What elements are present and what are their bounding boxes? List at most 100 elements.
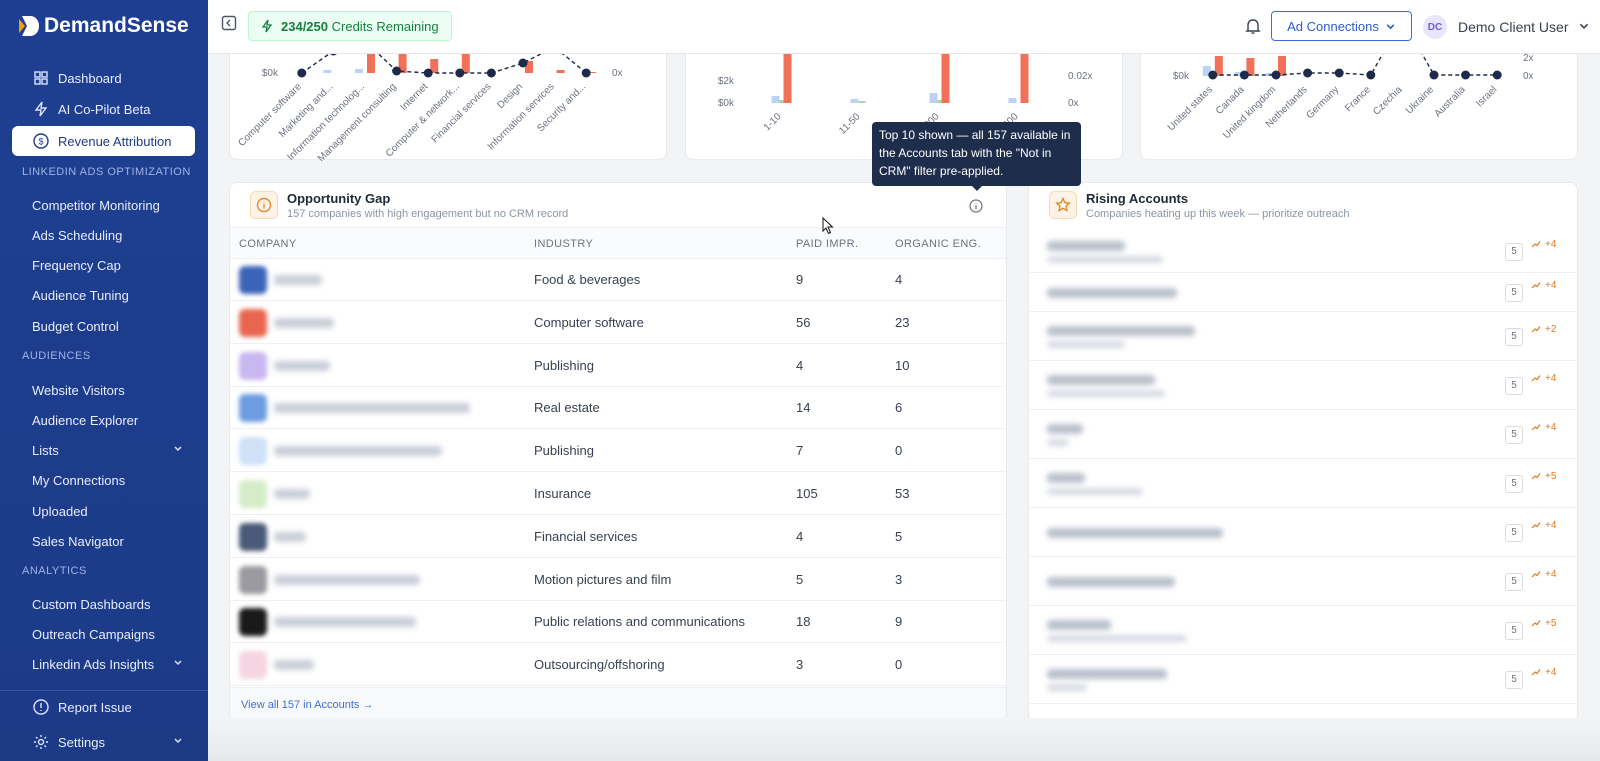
list-item[interactable]: 5 +4 — [1029, 230, 1577, 273]
pipeline-bar[interactable] — [1008, 98, 1017, 103]
column-header-industry[interactable]: INDUSTRY — [534, 238, 594, 250]
pipeline-bar[interactable] — [1202, 66, 1211, 76]
pipeline-bar[interactable] — [929, 93, 938, 103]
pipeline-bar[interactable] — [355, 69, 363, 73]
roas-point[interactable] — [297, 68, 307, 78]
roas-point[interactable] — [455, 68, 465, 78]
sidebar-item-audience-tuning[interactable]: Audience Tuning — [12, 280, 195, 310]
revenue-bar[interactable] — [941, 48, 950, 103]
roas-point[interactable] — [581, 68, 591, 78]
list-item[interactable]: 5 +4 — [1029, 508, 1577, 557]
chevron-down-icon[interactable] — [1578, 20, 1590, 32]
roas-point[interactable] — [518, 58, 528, 68]
revenue-bar[interactable] — [1020, 48, 1029, 103]
sidebar-item-revenue-attribution[interactable]: $ Revenue Attribution — [12, 126, 195, 156]
sidebar-item-label: Outreach Campaigns — [32, 626, 155, 642]
notification-bell-icon[interactable] — [1245, 17, 1261, 35]
roas-point[interactable] — [1303, 68, 1313, 78]
trend-indicator: +4 — [1531, 280, 1556, 291]
pipeline-bar[interactable] — [1234, 72, 1243, 76]
won-bar[interactable] — [937, 100, 945, 103]
score-badge: 5 — [1505, 523, 1523, 542]
table-row[interactable]: Publishing 4 10 — [230, 345, 1006, 387]
sidebar-item-my-connections[interactable]: My Connections — [12, 465, 195, 495]
trending-up-icon — [1531, 326, 1541, 333]
revenue-bar[interactable] — [367, 53, 375, 73]
user-name[interactable]: Demo Client User — [1458, 19, 1569, 35]
roas-point[interactable] — [486, 68, 496, 78]
sidebar-item-audience-explorer[interactable]: Audience Explorer — [12, 405, 195, 435]
roas-point[interactable] — [1208, 70, 1218, 80]
settings-button[interactable]: Settings — [12, 727, 195, 757]
info-icon[interactable] — [969, 199, 983, 213]
table-row[interactable]: Publishing 7 0 — [230, 430, 1006, 473]
roas-point[interactable] — [423, 68, 433, 78]
sidebar-item-dashboard[interactable]: Dashboard — [12, 63, 195, 93]
revenue-bar[interactable] — [525, 61, 533, 73]
list-item[interactable]: 5 +5 — [1029, 459, 1577, 508]
sidebar-item-website-visitors[interactable]: Website Visitors — [12, 375, 195, 405]
column-header-paid-impressions[interactable]: PAID IMPR. — [796, 238, 859, 250]
sidebar-item-custom-dashboards[interactable]: Custom Dashboards — [12, 589, 195, 619]
list-item[interactable]: 5 +4 — [1029, 410, 1577, 459]
sidebar-item-ads-scheduling[interactable]: Ads Scheduling — [12, 220, 195, 250]
table-row[interactable]: Outsourcing/offshoring 3 0 — [230, 644, 1006, 687]
table-row[interactable]: Motion pictures and film 5 3 — [230, 559, 1006, 601]
report-issue-button[interactable]: Report Issue — [12, 692, 195, 722]
roas-point[interactable] — [1461, 70, 1471, 80]
sidebar-item-linkedin-ads-insights[interactable]: Linkedin Ads Insights — [12, 649, 195, 679]
column-header-company[interactable]: COMPANY — [239, 238, 297, 250]
list-item[interactable]: 5 +4 — [1029, 361, 1577, 410]
list-item[interactable]: 5 +5 — [1029, 606, 1577, 655]
roas-point[interactable] — [392, 66, 402, 76]
list-item[interactable]: 5 +2 — [1029, 312, 1577, 361]
avatar[interactable]: DC — [1423, 15, 1447, 39]
pipeline-bar[interactable] — [850, 99, 859, 103]
revenue-bar[interactable] — [1214, 56, 1223, 76]
table-row[interactable]: Food & beverages 9 4 — [230, 259, 1006, 301]
revenue-bar[interactable] — [588, 72, 597, 73]
list-item[interactable]: 5 +4 — [1029, 557, 1577, 606]
table-row[interactable]: Public relations and communications 18 9 — [230, 601, 1006, 644]
sidebar-item-outreach-campaigns[interactable]: Outreach Campaigns — [12, 619, 195, 649]
roas-point[interactable] — [1271, 70, 1281, 80]
sidebar-item-uploaded[interactable]: Uploaded — [12, 496, 195, 526]
revenue-bar[interactable] — [1246, 58, 1255, 76]
roas-point[interactable] — [1429, 70, 1439, 80]
view-all-accounts-link[interactable]: View all 157 in Accounts → — [241, 699, 374, 711]
collapse-sidebar-icon[interactable] — [221, 15, 237, 31]
sidebar-item-competitor-monitoring[interactable]: Competitor Monitoring — [12, 190, 195, 220]
pipeline-bar[interactable] — [323, 70, 332, 73]
table-row[interactable]: Insurance 105 53 — [230, 473, 1006, 515]
sidebar-item-sales-navigator[interactable]: Sales Navigator — [12, 526, 195, 556]
sidebar-item-ai-copilot[interactable]: AI Co-Pilot Beta — [12, 94, 195, 124]
sidebar-item-budget-control[interactable]: Budget Control — [12, 311, 195, 341]
roas-point[interactable] — [1239, 70, 1249, 80]
sidebar-item-frequency-cap[interactable]: Frequency Cap — [12, 250, 195, 280]
credits-label: Credits Remaining — [331, 18, 439, 34]
list-item[interactable]: 5 +4 — [1029, 655, 1577, 704]
ad-connections-button[interactable]: Ad Connections — [1271, 11, 1412, 41]
revenue-bar[interactable] — [1278, 56, 1286, 76]
won-bar[interactable] — [858, 101, 866, 103]
app-logo[interactable]: DemandSense — [18, 14, 189, 38]
roas-point[interactable] — [1334, 68, 1344, 78]
table-row[interactable]: Real estate 14 6 — [230, 387, 1006, 430]
revenue-bar[interactable] — [398, 53, 407, 73]
revenue-bar[interactable] — [783, 53, 792, 103]
roas-point[interactable] — [1366, 70, 1376, 80]
column-header-organic-engagement[interactable]: ORGANIC ENG. — [895, 238, 982, 250]
roas-point[interactable] — [1492, 70, 1502, 80]
revenue-bar[interactable] — [430, 59, 439, 73]
pipeline-bar[interactable] — [771, 96, 780, 103]
table-row[interactable]: Computer software 56 23 — [230, 302, 1006, 344]
sidebar-item-label: AI Co-Pilot Beta — [58, 101, 151, 117]
revenue-bar[interactable] — [461, 53, 470, 73]
section-label: AUDIENCES — [22, 350, 91, 362]
revenue-bar[interactable] — [556, 70, 565, 73]
sidebar-item-lists[interactable]: Lists — [12, 435, 195, 465]
list-item[interactable]: 5 +4 — [1029, 273, 1577, 312]
y-tick-label: $0k — [718, 98, 735, 109]
won-bar[interactable] — [779, 100, 787, 103]
table-row[interactable]: Financial services 4 5 — [230, 516, 1006, 558]
